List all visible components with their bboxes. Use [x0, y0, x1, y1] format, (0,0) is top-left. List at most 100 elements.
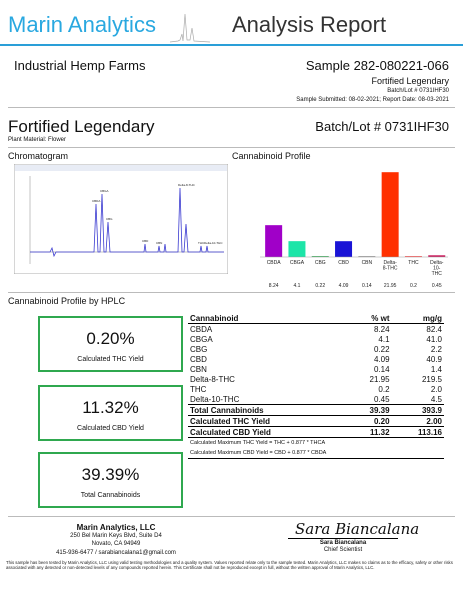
cell: Delta-10-THC: [190, 394, 240, 404]
cell: CBDA: [190, 324, 213, 334]
category-label: CBGA: [290, 260, 305, 266]
cbd-yield-row: Calculated CBD Yield 11.32 113.16: [188, 426, 444, 438]
cell: 113.16: [391, 426, 444, 438]
value-label: 4.09: [339, 283, 349, 289]
signature: Sara Biancalana: [295, 520, 420, 538]
header-divider: [0, 44, 463, 46]
divider: [8, 107, 455, 108]
total-row: Total Cannabinoids 39.39 393.9: [188, 404, 444, 416]
category-label: Delta-8-THC: [383, 260, 398, 272]
cell: Total Cannabinoids: [188, 404, 347, 416]
chromatogram-peak-label: Delta-10-THC: [204, 241, 223, 245]
sample-id: Sample 282-080221-066: [305, 58, 449, 73]
note-row: Calculated Maximum THC Yield = THC + 0.8…: [188, 437, 444, 448]
bar-cbga: [288, 241, 306, 257]
report-title: Analysis Report: [232, 12, 387, 37]
divider: [8, 292, 455, 293]
col-pct-wt: % wt: [346, 313, 392, 324]
cell: 2.2: [430, 344, 442, 354]
cell: 0.2: [378, 384, 390, 394]
category-label: CBN: [362, 260, 373, 266]
category-label: Delta-10-THC: [430, 260, 444, 277]
thc-yield-row: Calculated THC Yield 0.20 2.00: [188, 415, 444, 427]
cell: Calculated CBD Yield: [188, 426, 347, 438]
cannabinoid-table: Cannabinoid % wt mg/g CBDA 8.24 82.4 CBGA 4…: [188, 313, 444, 459]
chromatogram-logo-icon: [170, 13, 210, 43]
chromatogram-peak-label: CBDA: [92, 199, 100, 203]
chromatogram-peak-label: CBD: [142, 239, 149, 243]
sample-dates: Sample Submitted: 08-02-2021; Report Dat…: [296, 97, 449, 103]
bar-cbd: [335, 241, 353, 257]
cell: CBD: [190, 354, 207, 364]
cell: 2.0: [430, 384, 442, 394]
cell: 21.95: [369, 374, 390, 384]
cannabinoid-profile-chart: CBDA CBGA CBG CBD CBN Delta-8-THC THC Delta-10-…: [260, 172, 448, 289]
lab-contact: 415-936-6477 / sarabiancalana1@gmail.com: [56, 550, 176, 556]
table-row: CBN 0.14 1.4: [188, 364, 444, 374]
chromatogram-heading: Chromatogram: [8, 151, 69, 161]
chromatogram-peak-label: CBN: [156, 241, 162, 245]
cell: 41.0: [426, 334, 442, 344]
cell: 219.5: [421, 374, 442, 384]
cell: 11.32: [346, 426, 392, 438]
plant-material: Plant Material: Flower: [8, 137, 67, 143]
bar-delta-8-thc: [381, 172, 399, 257]
bar-cbda: [265, 225, 283, 257]
value-label: 0.2: [410, 283, 417, 289]
cell: 39.39: [346, 404, 392, 416]
thc-yield-value: 0.20%: [86, 329, 135, 348]
cell: 0.22: [373, 344, 390, 354]
cell: THC: [190, 384, 207, 394]
cell: 1.4: [430, 364, 442, 374]
bar-delta-10-thc: [428, 255, 446, 257]
category-label: THC: [408, 260, 419, 266]
cell: Delta-8-THC: [190, 374, 235, 384]
table-row: CBDA 8.24 82.4: [188, 324, 444, 335]
table-row: Delta-10-THC 0.45 4.5: [188, 394, 444, 405]
disclaimer: This sample has been tested by Marin Ana…: [6, 560, 453, 570]
cell: 4.5: [430, 394, 442, 404]
bar-thc: [404, 256, 422, 257]
signer-title: Chief Scientist: [323, 547, 363, 553]
value-label: 21.95: [384, 283, 397, 289]
value-label: 8.24: [269, 283, 279, 289]
category-label: CBG: [315, 260, 326, 266]
product-name: Fortified Legendary: [8, 117, 155, 136]
sample-product: Fortified Legendary: [371, 76, 449, 86]
divider: [8, 147, 455, 148]
col-mg-g: mg/g: [391, 313, 444, 324]
cell: 82.4: [426, 324, 442, 334]
sample-batch: Batch/Lot # 0731IHF30: [387, 88, 449, 94]
note-row: Calculated Maximum CBD Yield = CBD + 0.8…: [188, 448, 444, 459]
cell: 2.00: [391, 415, 444, 427]
hplc-heading: Cannabinoid Profile by HPLC: [8, 296, 126, 306]
thc-formula-note: Calculated Maximum THC Yield = THC + 0.8…: [188, 437, 444, 448]
profile-heading: Cannabinoid Profile: [232, 151, 311, 161]
lab-address-2: Novato, CA 94949: [91, 541, 141, 547]
total-cannabinoids-box: 39.39% Total Cannabinoids: [38, 452, 183, 508]
thc-yield-label: Calculated THC Yield: [77, 356, 144, 363]
value-label: 0.22: [315, 283, 325, 289]
cell: 4.09: [373, 354, 390, 364]
product-batch: Batch/Lot # 0731IHF30: [315, 119, 449, 134]
value-label: 4.1: [293, 283, 300, 289]
chromatogram-peak-label: THC: [198, 241, 205, 245]
cell: 0.14: [373, 364, 390, 374]
signer-name: Sara Biancalana: [319, 540, 367, 546]
value-label: 0.45: [432, 283, 442, 289]
cbd-yield-value: 11.32%: [82, 398, 139, 417]
thc-yield-box: 0.20% Calculated THC Yield: [38, 316, 183, 372]
bar-cbg: [311, 256, 329, 257]
table-header-row: Cannabinoid % wt mg/g: [188, 313, 444, 324]
chromatogram-peak-label: CBG: [106, 217, 113, 221]
cell: CBGA: [190, 334, 213, 344]
lab-name: Marin Analytics, LLC: [76, 523, 156, 532]
chromatogram-plot: CBDA CBGA CBG CBD CBN Delta-8-THC THC Delta-10-…: [14, 164, 228, 274]
cbd-yield-label: Calculated CBD Yield: [77, 425, 144, 432]
category-label: CBDA: [267, 260, 282, 266]
cell: CBG: [190, 344, 208, 354]
table-row: THC 0.2 2.0: [188, 384, 444, 394]
brand-title: Marin Analytics: [8, 12, 156, 37]
cell: 0.45: [373, 394, 390, 404]
table-row: CBG 0.22 2.2: [188, 344, 444, 354]
